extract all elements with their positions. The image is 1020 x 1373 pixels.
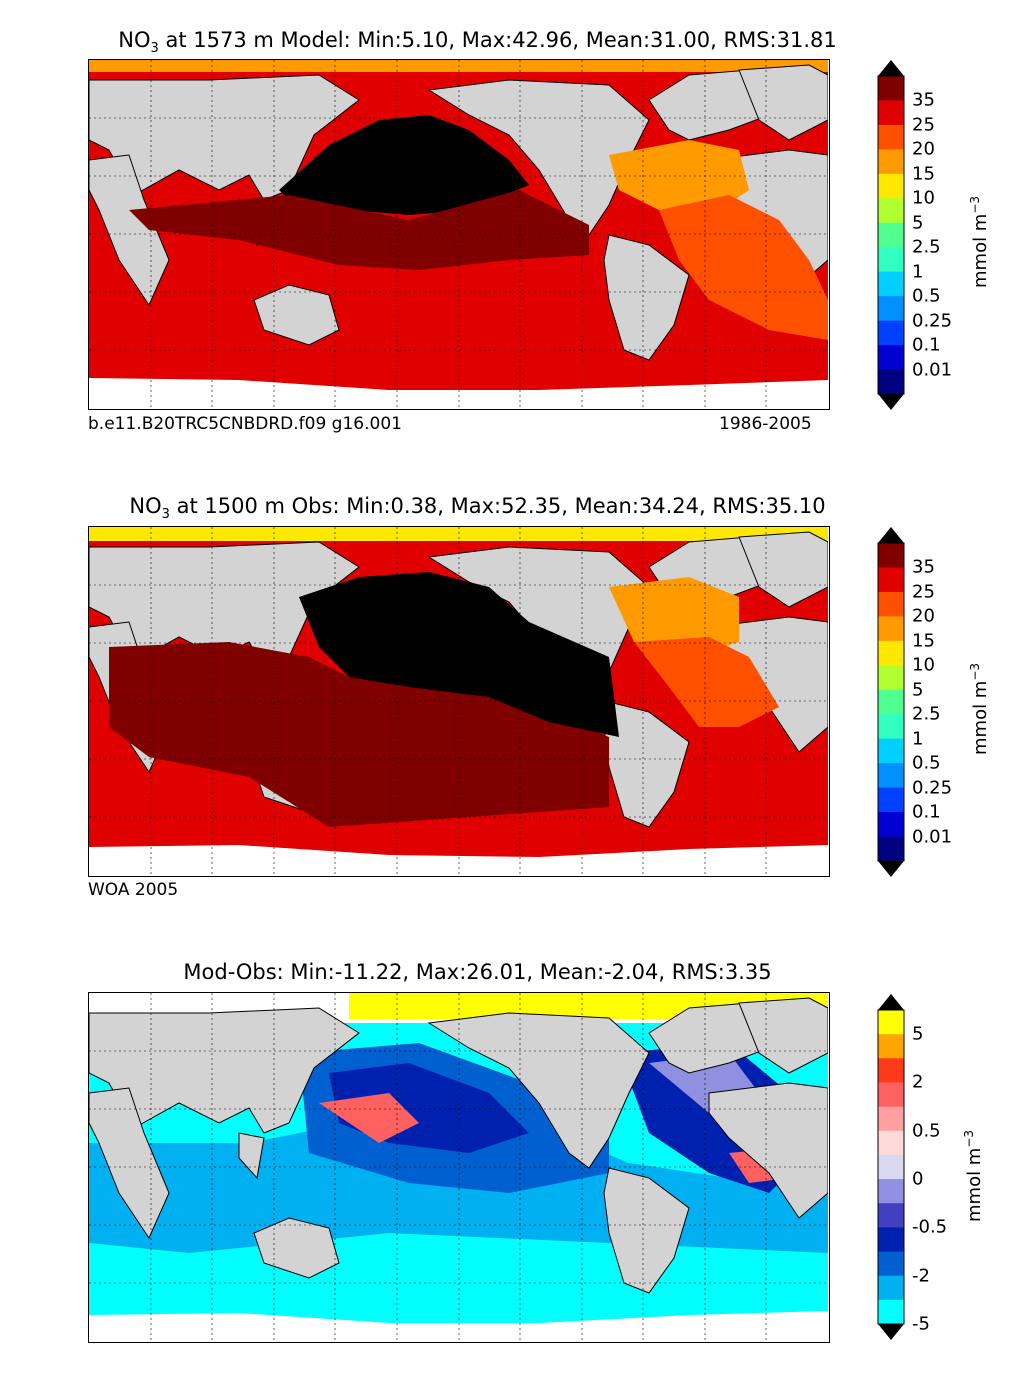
colorbar-tick-label: 0 bbox=[912, 1168, 924, 1190]
model-colorbar-unit: mmol m−3 bbox=[968, 195, 991, 288]
colorbar-tick-label: 0.25 bbox=[912, 310, 953, 332]
colorbar-tick-label: 5 bbox=[912, 679, 924, 701]
model-map bbox=[88, 59, 830, 410]
colorbar-tick-label: 10 bbox=[912, 654, 935, 676]
colorbar-extend-bottom bbox=[878, 1324, 904, 1340]
colorbar-tick-label: 5 bbox=[912, 212, 924, 234]
colorbar-tick-label: 0.25 bbox=[912, 777, 953, 799]
obs-colorbar bbox=[877, 527, 905, 877]
colorbar-tick-label: 10 bbox=[912, 187, 935, 209]
colorbar-tick-label: 15 bbox=[912, 630, 935, 652]
colorbar-tick-label: 2 bbox=[912, 1071, 924, 1093]
colorbar-swatch bbox=[878, 1082, 904, 1108]
colorbar-swatch bbox=[878, 1106, 904, 1132]
colorbar-tick-label: -5 bbox=[912, 1313, 930, 1335]
colorbar-tick-label: 35 bbox=[912, 556, 935, 578]
colorbar-swatch bbox=[878, 763, 904, 789]
colorbar-swatch bbox=[878, 222, 904, 248]
colorbar-tick-label: 2.5 bbox=[912, 236, 941, 258]
colorbar-swatch bbox=[878, 320, 904, 346]
colorbar-swatch bbox=[878, 1154, 904, 1180]
colorbar-swatch bbox=[878, 689, 904, 715]
colorbar-swatch bbox=[878, 173, 904, 199]
diff-colorbar bbox=[877, 994, 905, 1340]
colorbar-tick-label: 35 bbox=[912, 89, 935, 111]
diff-map bbox=[88, 992, 830, 1343]
colorbar-swatch bbox=[878, 345, 904, 371]
colorbar-swatch bbox=[878, 640, 904, 666]
colorbar-extend-top bbox=[878, 60, 904, 76]
obs-colorbar-unit: mmol m−3 bbox=[968, 662, 991, 755]
colorbar-swatch bbox=[878, 1203, 904, 1228]
model-caption-right: 1986-2005 bbox=[719, 414, 812, 434]
colorbar-tick-label: 0.1 bbox=[912, 334, 941, 356]
colorbar-swatch bbox=[878, 787, 904, 813]
colorbar-swatch bbox=[878, 836, 904, 862]
colorbar-swatch bbox=[878, 812, 904, 838]
colorbar-swatch bbox=[878, 149, 904, 175]
colorbar-swatch bbox=[878, 1058, 904, 1083]
colorbar-swatch bbox=[878, 100, 904, 126]
colorbar-tick-label: -0.5 bbox=[912, 1216, 948, 1238]
colorbar-tick-label: 0.5 bbox=[912, 752, 941, 774]
colorbar-swatch bbox=[878, 1251, 904, 1277]
colorbar-swatch bbox=[878, 1130, 904, 1156]
colorbar-tick-label: 20 bbox=[912, 605, 935, 627]
colorbar-tick-label: 0.5 bbox=[912, 285, 941, 307]
colorbar-extend-top bbox=[878, 527, 904, 543]
colorbar-tick-label: 25 bbox=[912, 581, 935, 603]
obs-caption-left: WOA 2005 bbox=[88, 880, 179, 900]
colorbar-tick-label: 0.01 bbox=[912, 826, 953, 848]
colorbar-swatch bbox=[878, 665, 904, 691]
colorbar-swatch bbox=[878, 591, 904, 617]
colorbar-frame bbox=[877, 75, 905, 395]
obs-title: NO3 at 1500 m Obs: Min:0.38, Max:52.35, … bbox=[129, 494, 826, 523]
colorbar-swatch bbox=[878, 1034, 904, 1059]
colorbar-tick-label: -2 bbox=[912, 1265, 930, 1287]
colorbar-tick-label: 1 bbox=[912, 728, 924, 750]
colorbar-swatch bbox=[878, 1227, 904, 1253]
colorbar-swatch bbox=[878, 738, 904, 764]
colorbar-swatch bbox=[878, 567, 904, 593]
colorbar-tick-label: 2.5 bbox=[912, 703, 941, 725]
diff-title: Mod-Obs: Min:-11.22, Max:26.01, Mean:-2.… bbox=[183, 960, 772, 984]
colorbar-swatch bbox=[878, 1275, 904, 1301]
colorbar-swatch bbox=[878, 1010, 904, 1035]
colorbar-frame bbox=[877, 542, 905, 862]
colorbar-swatch bbox=[878, 76, 904, 101]
model-colorbar bbox=[877, 60, 905, 410]
colorbar-tick-label: 25 bbox=[912, 114, 935, 136]
model-caption-left: b.e11.B20TRC5CNBDRD.f09 g16.001 bbox=[88, 414, 402, 434]
colorbar-extend-bottom bbox=[878, 394, 904, 410]
colorbar-swatch bbox=[878, 296, 904, 322]
colorbar-tick-label: 15 bbox=[912, 163, 935, 185]
colorbar-swatch bbox=[878, 616, 904, 642]
colorbar-swatch bbox=[878, 1299, 904, 1325]
colorbar-swatch bbox=[878, 124, 904, 150]
colorbar-swatch bbox=[878, 1179, 904, 1204]
colorbar-swatch bbox=[878, 247, 904, 273]
colorbar-tick-label: 5 bbox=[912, 1023, 924, 1045]
colorbar-tick-label: 0.01 bbox=[912, 359, 953, 381]
colorbar-swatch bbox=[878, 198, 904, 224]
colorbar-frame bbox=[877, 1009, 905, 1325]
colorbar-tick-label: 20 bbox=[912, 138, 935, 160]
diff-colorbar-unit: mmol m−3 bbox=[962, 1129, 985, 1222]
obs-map bbox=[88, 526, 830, 877]
colorbar-swatch bbox=[878, 271, 904, 297]
colorbar-extend-top bbox=[878, 994, 904, 1010]
colorbar-tick-label: 1 bbox=[912, 261, 924, 283]
colorbar-swatch bbox=[878, 543, 904, 568]
model-colorbar-svg bbox=[877, 60, 905, 410]
model-title: NO3 at 1573 m Model: Min:5.10, Max:42.96… bbox=[118, 28, 837, 57]
colorbar-swatch bbox=[878, 714, 904, 740]
colorbar-extend-bottom bbox=[878, 861, 904, 877]
colorbar-swatch bbox=[878, 369, 904, 395]
colorbar-tick-label: 0.5 bbox=[912, 1120, 941, 1142]
colorbar-tick-label: 0.1 bbox=[912, 801, 941, 823]
